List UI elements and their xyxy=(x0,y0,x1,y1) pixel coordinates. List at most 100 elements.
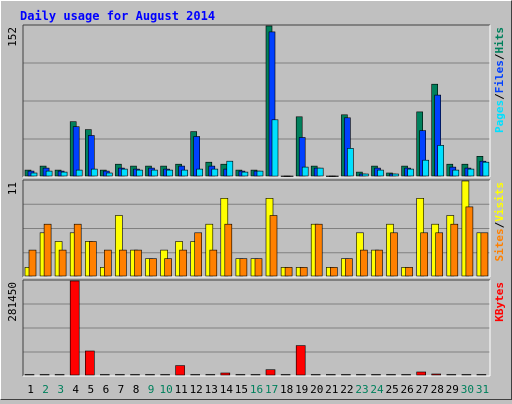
kbytes-bar-kbytes-day-13 xyxy=(205,374,216,376)
kbytes-bar-kbytes-day-21 xyxy=(325,374,336,376)
visits-bar-sites-day-6 xyxy=(104,249,112,277)
kbytes-bar-kbytes-day-7 xyxy=(115,374,125,376)
kbytes-bar-kbytes-day-18 xyxy=(280,374,291,376)
x-tick-label-31: 31 xyxy=(476,383,489,396)
kbytes-bar-kbytes-day-24 xyxy=(371,374,381,376)
visits-bar-sites-day-3 xyxy=(58,249,67,277)
kbytes-bar-kbytes-day-27 xyxy=(416,371,427,376)
visits-bar-sites-day-29 xyxy=(450,223,459,277)
hits-bar-pages-day-17 xyxy=(271,119,279,177)
x-tick-label-20: 20 xyxy=(310,383,323,396)
kbytes-bar-kbytes-day-12 xyxy=(190,374,200,376)
kbytes-bar-kbytes-day-29 xyxy=(446,374,457,376)
x-tick-label-25: 25 xyxy=(385,383,398,396)
hits-bar-pages-day-31 xyxy=(482,161,490,177)
visits-bar-sites-day-24 xyxy=(375,249,383,277)
visits-bar-sites-day-25 xyxy=(390,232,398,277)
hits-bar-pages-day-26 xyxy=(407,168,414,177)
kbytes-bar-kbytes-day-10 xyxy=(160,374,170,376)
kbytes-max-label: 281450 xyxy=(6,282,19,322)
kbytes-bar-kbytes-day-28 xyxy=(431,373,442,376)
legend-entry-pages: Pages xyxy=(493,100,506,133)
visits-bar-sites-day-15 xyxy=(239,258,248,277)
visits-bar-sites-day-1 xyxy=(28,249,37,277)
x-tick-label-13: 13 xyxy=(205,383,218,396)
x-tick-label-10: 10 xyxy=(159,383,172,396)
x-tick-label-27: 27 xyxy=(416,383,429,396)
hits-bar-pages-day-9 xyxy=(151,169,158,177)
x-tick-label-15: 15 xyxy=(235,383,248,396)
kbytes-bar-kbytes-day-20 xyxy=(310,374,321,376)
kbytes-bar-kbytes-day-25 xyxy=(386,374,396,376)
kbytes-bar-kbytes-day-4 xyxy=(69,280,80,376)
hits-bar-pages-day-23 xyxy=(362,173,369,177)
hits-bar-pages-day-25 xyxy=(392,173,399,177)
x-tick-label-23: 23 xyxy=(355,383,368,396)
hits-bar-pages-day-15 xyxy=(241,171,249,177)
visits-bar-sites-day-28 xyxy=(435,232,444,277)
hits-bar-pages-day-3 xyxy=(60,171,68,177)
kbytes-bar-kbytes-day-1 xyxy=(24,374,35,376)
hits-bar-pages-day-12 xyxy=(196,168,203,177)
hits-bar-files-day-4 xyxy=(72,126,80,177)
legend-separator: / xyxy=(493,221,506,228)
kbytes-bar-kbytes-day-16 xyxy=(250,374,261,376)
visits-bar-sites-day-21 xyxy=(329,267,338,277)
visits-bar-sites-day-13 xyxy=(209,249,218,277)
hits-bar-pages-day-14 xyxy=(226,160,234,177)
legend-entry-kbytes: KBytes xyxy=(493,282,506,322)
hits-bar-pages-day-16 xyxy=(256,170,264,177)
visits-bar-sites-day-22 xyxy=(345,258,353,277)
legend-separator: / xyxy=(493,53,506,60)
hits-bar-pages-day-7 xyxy=(121,168,128,177)
x-tick-label-29: 29 xyxy=(446,383,459,396)
hits-bar-pages-day-22 xyxy=(347,148,354,177)
visits-legend: Sites/Visits xyxy=(493,182,506,262)
hits-bar-pages-day-30 xyxy=(467,168,475,177)
visits-bar-sites-day-9 xyxy=(149,258,157,277)
chart-title: Daily usage for August 2014 xyxy=(20,9,216,23)
x-tick-label-11: 11 xyxy=(175,383,188,396)
x-tick-label-9: 9 xyxy=(148,383,155,396)
x-tick-label-2: 2 xyxy=(42,383,49,396)
visits-bar-sites-day-18 xyxy=(284,267,293,277)
kbytes-bar-kbytes-day-8 xyxy=(130,374,140,376)
kbytes-bar-kbytes-day-30 xyxy=(461,374,472,376)
x-tick-label-26: 26 xyxy=(400,383,413,396)
legend-entry-visits: Visits xyxy=(493,182,506,222)
visits-bar-sites-day-2 xyxy=(43,223,52,277)
visits-bar-visits-day-7 xyxy=(115,215,123,277)
x-tick-label-6: 6 xyxy=(103,383,110,396)
visits-bar-sites-day-20 xyxy=(314,223,323,277)
kbytes-legend: KBytes xyxy=(493,282,506,322)
hits-bar-pages-day-24 xyxy=(377,169,384,177)
x-tick-label-4: 4 xyxy=(72,383,79,396)
x-tick-label-16: 16 xyxy=(250,383,263,396)
x-tick-label-24: 24 xyxy=(370,383,384,396)
kbytes-bar-kbytes-day-15 xyxy=(235,374,246,376)
hits-bar-pages-day-19 xyxy=(301,166,309,177)
hits-bar-pages-day-11 xyxy=(181,169,188,177)
hits-bar-pages-day-4 xyxy=(75,169,83,177)
x-tick-label-1: 1 xyxy=(27,383,34,396)
legend-separator: / xyxy=(493,93,506,100)
hits-max-label: 152 xyxy=(6,27,19,47)
visits-bar-sites-day-16 xyxy=(254,258,263,277)
visits-bar-sites-day-5 xyxy=(89,241,97,277)
visits-bar-sites-day-14 xyxy=(224,223,233,277)
x-tick-label-18: 18 xyxy=(280,383,293,396)
kbytes-bar-kbytes-day-11 xyxy=(175,365,185,376)
x-tick-label-14: 14 xyxy=(220,383,234,396)
kbytes-bar-kbytes-day-17 xyxy=(265,369,276,376)
hits-bar-pages-day-27 xyxy=(422,159,430,177)
hits-bar-pages-day-18 xyxy=(286,175,294,177)
hits-bar-pages-day-8 xyxy=(136,169,143,177)
visits-bar-sites-day-17 xyxy=(269,215,278,277)
x-tick-label-22: 22 xyxy=(340,383,353,396)
visits-bar-sites-day-11 xyxy=(179,249,187,277)
hits-bar-pages-day-29 xyxy=(452,169,460,177)
x-tick-label-3: 3 xyxy=(57,383,64,396)
visits-bar-sites-day-30 xyxy=(465,206,474,277)
visits-bar-sites-day-31 xyxy=(480,232,489,277)
x-tick-label-7: 7 xyxy=(118,383,125,396)
